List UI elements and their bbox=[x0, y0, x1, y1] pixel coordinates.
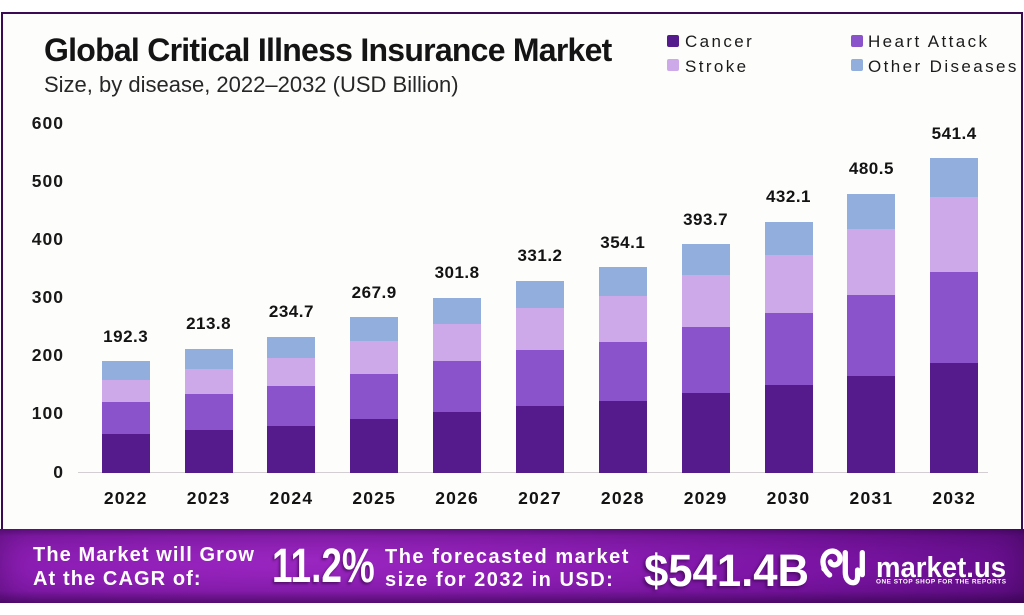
svg-text:market.us: market.us bbox=[876, 552, 1006, 584]
svg-text:ONE STOP SHOP FOR THE REPORTS: ONE STOP SHOP FOR THE REPORTS bbox=[876, 579, 1007, 586]
